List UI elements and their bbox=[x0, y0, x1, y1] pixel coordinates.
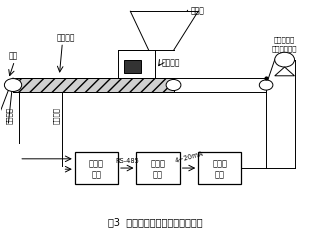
Circle shape bbox=[259, 81, 273, 91]
Text: 速度信号: 速度信号 bbox=[6, 107, 13, 124]
Text: 卸料: 卸料 bbox=[8, 52, 18, 60]
Bar bbox=[136, 152, 180, 184]
Text: 和调速电机: 和调速电机 bbox=[274, 36, 295, 43]
Text: 称重信号: 称重信号 bbox=[53, 107, 60, 124]
Bar bbox=[124, 60, 141, 74]
Text: 环形皮带: 环形皮带 bbox=[56, 33, 75, 42]
Text: 配料皮带驱动: 配料皮带驱动 bbox=[272, 45, 297, 52]
Text: 图3  闸门自动调节配料秤原理框图: 图3 闸门自动调节配料秤原理框图 bbox=[108, 216, 202, 226]
Text: 变频调
速器: 变频调 速器 bbox=[212, 158, 227, 178]
Text: 信号变
送器: 信号变 送器 bbox=[89, 158, 104, 178]
Bar bbox=[13, 79, 174, 93]
Text: 贮料仓: 贮料仓 bbox=[190, 6, 204, 15]
Text: 控制调
节器: 控制调 节器 bbox=[151, 158, 166, 178]
Polygon shape bbox=[275, 68, 294, 76]
Bar bbox=[75, 152, 118, 184]
Circle shape bbox=[275, 53, 294, 68]
Circle shape bbox=[4, 79, 22, 92]
Bar bbox=[198, 152, 241, 184]
Circle shape bbox=[166, 80, 181, 91]
Text: 自动闸门: 自动闸门 bbox=[161, 58, 180, 67]
Text: RS-485: RS-485 bbox=[115, 157, 139, 163]
Text: 4~20mA: 4~20mA bbox=[174, 150, 204, 163]
